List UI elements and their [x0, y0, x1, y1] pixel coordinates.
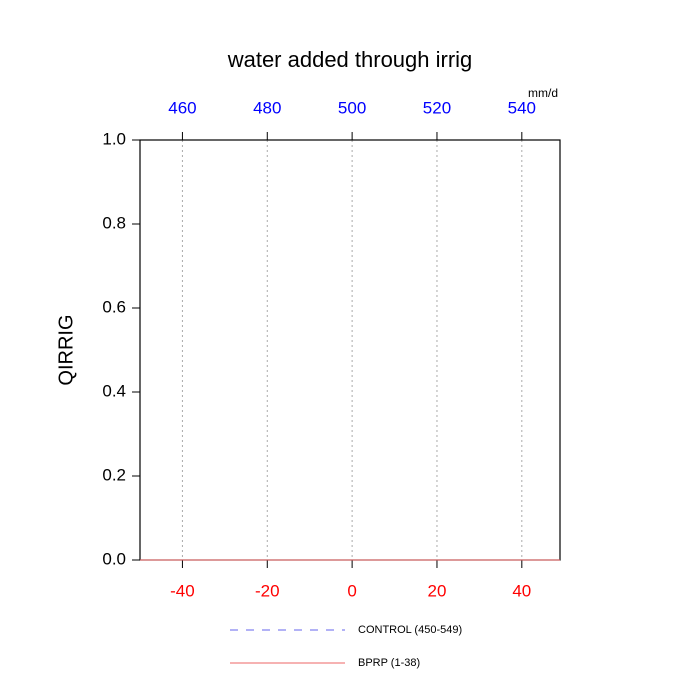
x-tick-label: 20	[428, 581, 447, 600]
x-tick-label: -20	[255, 581, 280, 600]
y-tick-label: 0.6	[102, 297, 126, 316]
plot-frame	[139, 139, 561, 561]
x2-tick-label: 540	[508, 98, 536, 117]
y-tick-label: 0.4	[102, 381, 126, 400]
x2-tick-label: 520	[423, 98, 451, 117]
chart-title: water added through irrig	[227, 47, 473, 72]
x2-axis-unit: mm/d	[528, 86, 558, 100]
y-tick-label: 0.0	[102, 549, 126, 568]
x2-tick-label: 500	[338, 98, 366, 117]
y-tick-label: 1.0	[102, 129, 126, 148]
legend-label: CONTROL (450-549)	[358, 624, 462, 636]
x-tick-label: 0	[347, 581, 356, 600]
legend-label: BPRP (1-38)	[358, 657, 420, 669]
x-tick-label: 40	[512, 581, 531, 600]
x-tick-label: -40	[170, 581, 195, 600]
y-tick-label: 0.8	[102, 213, 126, 232]
x2-tick-label: 480	[253, 98, 281, 117]
y-axis-label: QIRRIG	[55, 314, 77, 385]
y-tick-label: 0.2	[102, 465, 126, 484]
x2-tick-label: 460	[168, 98, 196, 117]
